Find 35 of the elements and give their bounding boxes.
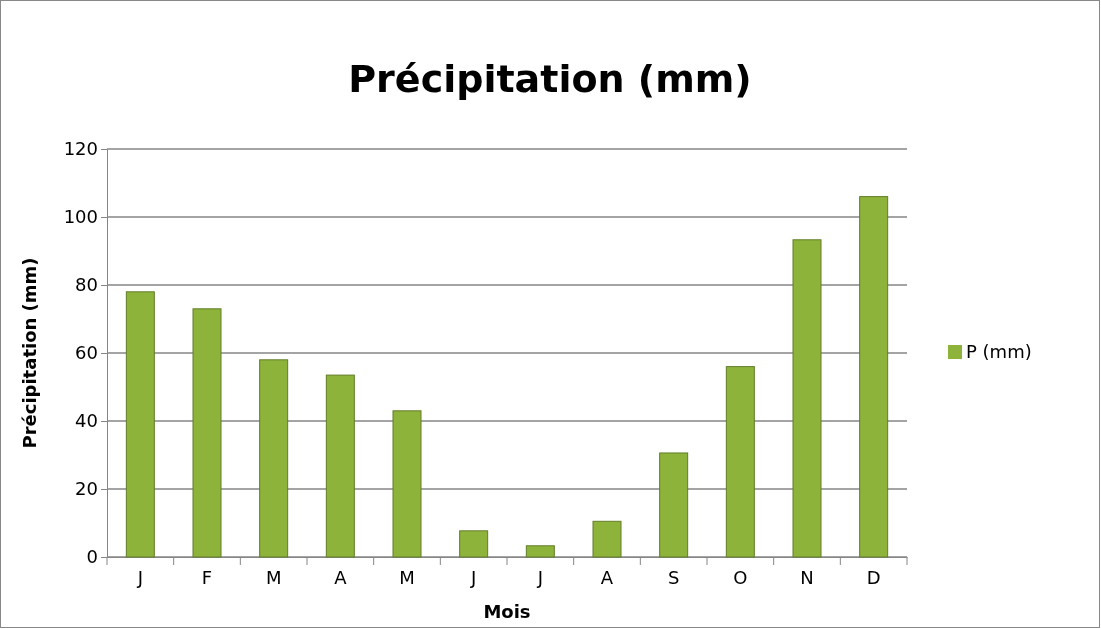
bar [192, 308, 222, 558]
x-tick-label: O [733, 566, 748, 588]
y-tick-label: 0 [86, 546, 98, 568]
y-tick-label: 120 [63, 138, 98, 160]
bar [659, 452, 689, 558]
x-tick-label: M [265, 566, 282, 588]
x-axis-title: Mois [483, 601, 531, 622]
legend-label: P (mm) [966, 341, 1032, 362]
bar [325, 374, 355, 558]
x-tick-label: F [201, 566, 213, 588]
y-tick-label: 100 [63, 206, 98, 228]
x-tick-label: S [667, 566, 680, 588]
chart-title: Précipitation (mm) [348, 57, 752, 101]
x-tick-label: D [866, 566, 881, 588]
x-tick-label: J [136, 566, 143, 588]
bar [792, 239, 822, 558]
y-tick-label: 20 [75, 478, 98, 500]
bar [459, 530, 489, 558]
y-tick-label: 60 [75, 342, 98, 364]
x-tick-label: J [536, 566, 543, 588]
x-tick-label: A [334, 566, 348, 588]
bar [525, 545, 555, 558]
x-tick-label: J [470, 566, 477, 588]
bar [259, 359, 289, 558]
bar [859, 196, 889, 558]
x-tick-label: M [399, 566, 415, 588]
x-tick-label: A [600, 566, 614, 588]
x-tick-label: N [800, 566, 814, 588]
y-tick-label: 40 [75, 410, 98, 432]
bar [125, 291, 155, 558]
bar [725, 366, 755, 558]
bar [392, 410, 422, 558]
bar [592, 520, 622, 558]
y-tick-label: 80 [75, 274, 98, 296]
y-axis-title: Précipitation (mm) [19, 257, 40, 449]
